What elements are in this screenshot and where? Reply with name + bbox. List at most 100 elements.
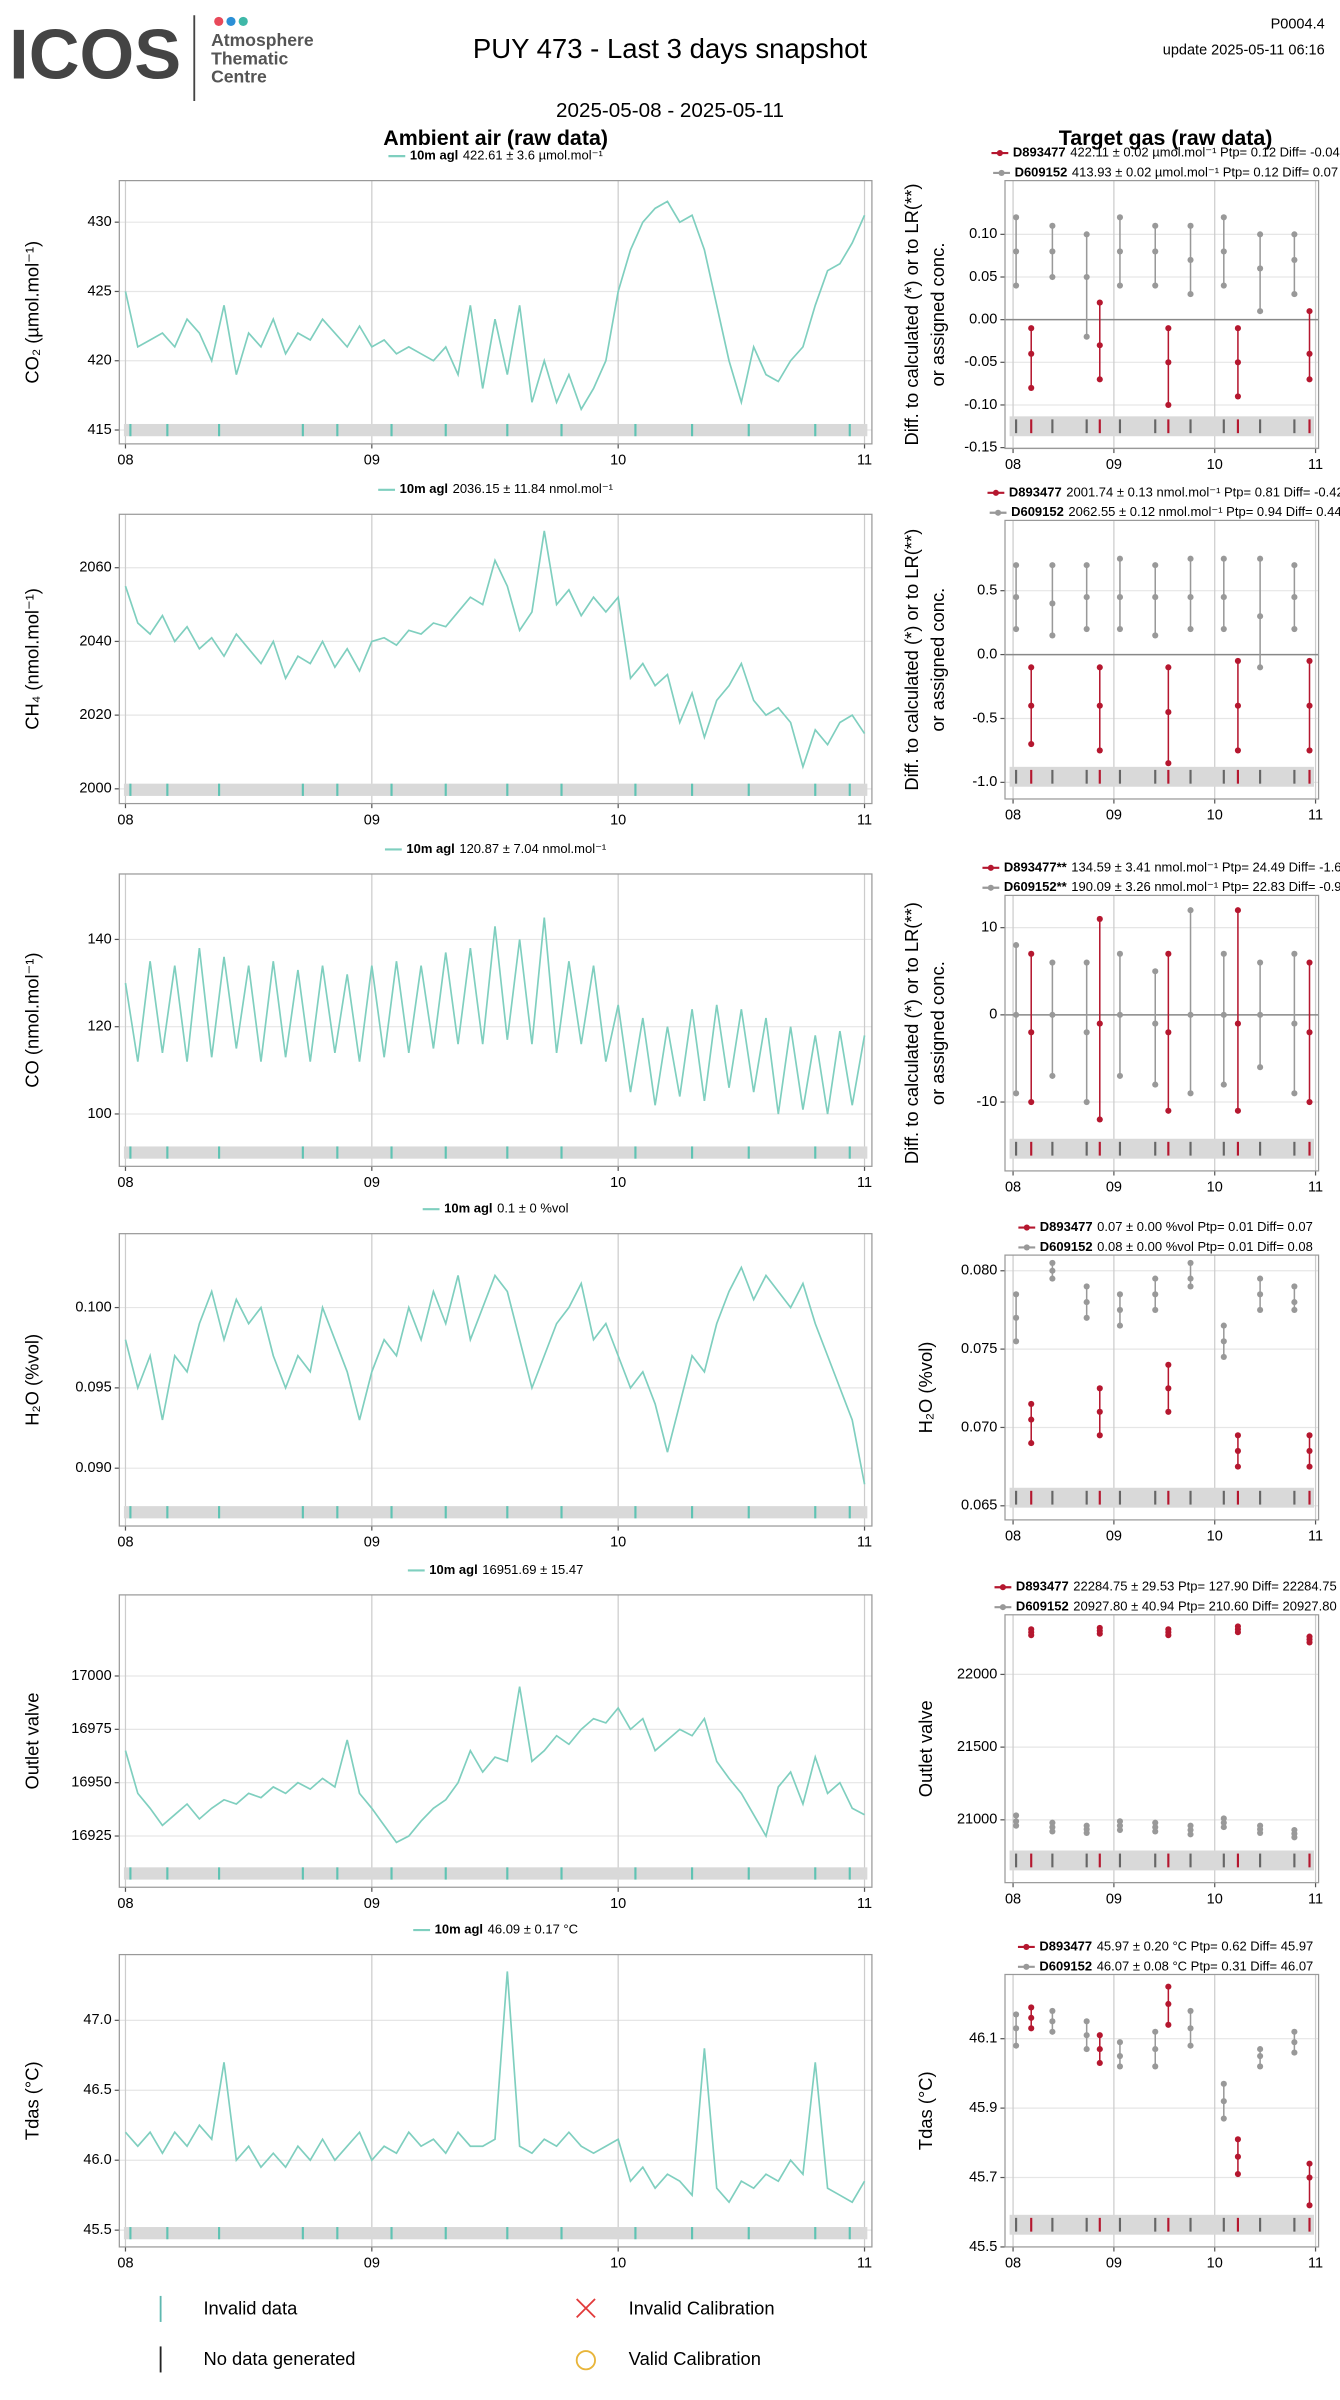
data-point: [1049, 1259, 1056, 1266]
x-tick-label: 10: [610, 1175, 626, 1191]
legend-name: 10m agl: [400, 481, 448, 496]
plot-frame: [118, 1233, 873, 1527]
data-point: [1187, 594, 1194, 601]
legend: D609152 0.08 ± 0.00 %vol Ptp= 0.01 Diff= …: [1018, 1239, 1313, 1254]
data-point: [1083, 562, 1090, 569]
flag-band: [1009, 1487, 1314, 1508]
legend-name: D893477: [1016, 1579, 1069, 1594]
data-point: [1187, 1275, 1194, 1282]
y-axis-label: Tdas (°C): [22, 2061, 43, 2140]
data-point: [1234, 2153, 1241, 2160]
data-point: [1116, 555, 1124, 562]
data-point: [1152, 968, 1159, 975]
data-point: [1116, 214, 1124, 221]
data-point: [1116, 248, 1124, 255]
y-tick-label: 0.080: [961, 1263, 997, 1279]
x-tick-label: 11: [857, 1175, 872, 1191]
data-point: [1306, 350, 1313, 357]
data-point: [1028, 950, 1035, 957]
legend-label: Valid Calibration: [629, 2348, 761, 2369]
legend-name: 10m agl: [435, 1922, 483, 1937]
x-tick-label: 11: [1308, 1529, 1323, 1545]
data-point: [1013, 2042, 1020, 2049]
flag-band: [1009, 766, 1314, 787]
data-point: [1257, 2052, 1264, 2060]
legend-name: D609152: [1039, 1958, 1092, 1973]
legend: D893477 2001.74 ± 0.13 nmol.mol⁻¹ Ptp= 0.…: [987, 484, 1340, 499]
legend: D893477 45.97 ± 0.20 °C Ptp= 0.62 Diff= 4…: [1017, 1938, 1313, 1953]
data-point: [1083, 1314, 1090, 1321]
data-point: [1152, 632, 1159, 639]
legend-stats: 190.09 ± 3.26 nmol.mol⁻¹ Ptp= 22.83 Diff…: [1071, 879, 1340, 894]
data-point: [1165, 1385, 1172, 1392]
data-point: [1234, 1623, 1241, 1630]
x-tick-label: 08: [117, 2256, 133, 2272]
data-point: [1220, 2115, 1227, 2122]
legend: D893477** 134.59 ± 3.41 nmol.mol⁻¹ Ptp= 2…: [982, 859, 1340, 874]
org-line: Atmosphere: [211, 30, 314, 50]
data-point: [1257, 1306, 1264, 1314]
data-point: [1116, 1826, 1124, 1834]
data-point: [1116, 282, 1124, 289]
legend-stats: 16951.69 ± 15.47: [482, 1562, 583, 1577]
data-point: [1291, 1299, 1298, 1306]
data-point: [1187, 291, 1194, 298]
y-axis-label: Diff. to calculated (*) or to LR(**): [901, 184, 922, 446]
data-point: [1187, 1011, 1194, 1018]
data-point: [1165, 1107, 1172, 1114]
data-point: [1013, 1090, 1020, 1097]
plot-area: [1005, 1255, 1319, 1520]
data-point: [1083, 1822, 1090, 1829]
section-title: Ambient air (raw data): [383, 126, 608, 150]
data-point: [1291, 1090, 1298, 1097]
y-tick-label: 425: [87, 283, 111, 299]
y-axis-label: CH₄ (nmol.mol⁻¹): [22, 588, 43, 730]
legend-name: D609152: [1015, 164, 1068, 179]
data-point: [1220, 1011, 1227, 1018]
data-point: [1187, 1090, 1194, 1097]
data-point: [1028, 325, 1035, 332]
data-point: [1028, 740, 1035, 748]
data-line: [124, 1265, 866, 1485]
y-tick-label: 16950: [71, 1775, 111, 1791]
y-tick-label: 0.075: [961, 1341, 997, 1357]
legend-swatch: [998, 169, 1005, 177]
org-line: Thematic: [211, 48, 288, 68]
data-point: [1234, 702, 1241, 709]
data-point: [1291, 562, 1298, 569]
data-point: [1096, 664, 1103, 671]
data-point: [1257, 1291, 1264, 1298]
data-point: [1152, 1291, 1159, 1298]
data-point: [1220, 282, 1227, 289]
data-point: [1096, 1385, 1103, 1392]
y-axis-label: Outlet valve: [915, 1700, 936, 1797]
data-point: [1234, 747, 1241, 754]
data-point: [1096, 2059, 1103, 2067]
plot-frame: [1004, 180, 1320, 450]
data-line: [124, 917, 866, 1115]
x-tick-label: 08: [1005, 457, 1021, 473]
legend-stats: 20927.80 ± 40.94 Ptp= 210.60 Diff= 20927…: [1073, 1599, 1336, 1614]
data-point: [1152, 1306, 1159, 1314]
data-point: [1083, 625, 1090, 633]
data-point: [1116, 2063, 1124, 2070]
data-point: [1291, 625, 1298, 633]
x-tick-label: 11: [857, 2256, 872, 2272]
legend-swatch: [987, 864, 994, 871]
legend: 10m agl 46.09 ± 0.17 °C: [413, 1922, 578, 1937]
legend: D609152 46.07 ± 0.08 °C Ptp= 0.31 Diff= 4…: [1017, 1958, 1314, 1973]
data-point: [1028, 1626, 1035, 1633]
data-point: [1096, 299, 1103, 306]
data-point: [1291, 594, 1298, 601]
x-tick-label: 11: [1308, 2256, 1323, 2272]
data-point: [1083, 594, 1090, 601]
data-point: [1013, 248, 1020, 255]
legend-stats: 46.07 ± 0.08 °C Ptp= 0.31 Diff= 46.07: [1097, 1958, 1314, 1973]
data-point: [1116, 1322, 1124, 1329]
data-point: [1165, 359, 1172, 366]
data-point: [1083, 333, 1090, 340]
data-point: [1306, 2202, 1313, 2209]
x-tick-label: 08: [117, 1896, 133, 1912]
data-point: [1165, 2021, 1172, 2028]
data-point: [1257, 231, 1264, 238]
